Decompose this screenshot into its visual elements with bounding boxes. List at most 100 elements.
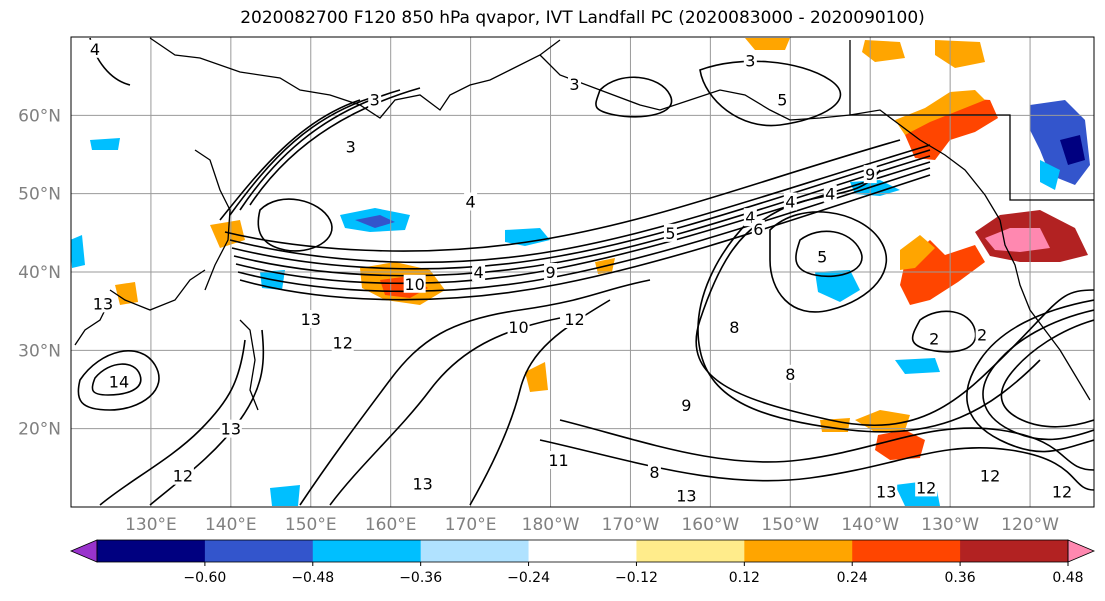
longitude-axis: 130°E 140°E 150°E 160°E 170°E 180°W 170°W 160°W… [125, 515, 1059, 535]
longitude-label: 160°W [681, 515, 739, 535]
colorbar-segment [636, 540, 745, 562]
ivt-contour [595, 76, 673, 118]
ivt-contour [299, 279, 651, 506]
ivt-contour [249, 87, 421, 206]
contour-label: 13 [221, 420, 241, 439]
contour-label-background [88, 39, 102, 58]
colorbar-segment [528, 540, 637, 562]
anomaly-region [1060, 135, 1085, 165]
longitude-label: 140°W [841, 515, 899, 535]
contour-label-background [472, 263, 486, 281]
anomaly-region [895, 90, 985, 135]
contour-label: 9 [681, 396, 691, 415]
colorbar-tick-label: 0.24 [837, 570, 868, 586]
contour-label-background [927, 329, 941, 348]
contour-label-background [331, 333, 354, 352]
colorbar-tick-label: −0.48 [291, 570, 334, 586]
contour-label-background [91, 294, 114, 313]
contour-label-background [107, 372, 130, 391]
contour-label: 5 [817, 247, 827, 266]
contour-label: 3 [370, 91, 380, 110]
contour-label-background [815, 247, 829, 266]
coastlines [74, 37, 1094, 411]
contour-label: 8 [785, 365, 795, 384]
contour-label-background [915, 478, 938, 497]
colorbar-segment [97, 540, 206, 562]
ivt-contour [257, 198, 333, 252]
ivt-contour [699, 60, 842, 127]
contour-label-background [368, 90, 382, 109]
colorbar-segment [744, 540, 853, 562]
longitude-label: 140°E [205, 515, 257, 535]
contour-label: 3 [745, 52, 755, 71]
anomaly-region [900, 235, 935, 270]
contour-label-background [663, 223, 677, 242]
coastline-north-america [999, 219, 1091, 401]
anomaly-region [1030, 100, 1090, 185]
contour-label-background [875, 482, 898, 501]
anomaly-region [875, 430, 925, 460]
colorbar-segment [420, 540, 530, 562]
contour-label: 13 [676, 486, 696, 505]
colorbar-segment [204, 540, 314, 562]
contour-label: 4 [90, 40, 100, 59]
latitude-label: 30°N [18, 341, 61, 361]
anomaly-region [895, 358, 940, 374]
contour-label: 3 [569, 75, 579, 94]
contour-label: 11 [548, 451, 568, 470]
contour-label-background [171, 466, 194, 485]
anomaly-region [745, 38, 790, 50]
contour-label-background [411, 474, 434, 493]
ivt-contour [237, 167, 931, 293]
contour-label: 14 [109, 373, 129, 392]
contour-label-background [219, 419, 242, 438]
contour-label: 4 [466, 193, 476, 212]
colorbar-segment [312, 540, 422, 562]
contour-label-background [743, 51, 757, 70]
ivt-contour [77, 350, 160, 411]
ivt-contour [1000, 319, 1094, 428]
longitude-label: 170°W [602, 515, 660, 535]
contour-label-background [775, 90, 789, 109]
contour-label-background [568, 75, 582, 93]
anomaly-region [525, 362, 548, 392]
longitude-label: 150°W [761, 515, 819, 535]
contour-label: 13 [876, 482, 896, 501]
contour-label: 13 [412, 475, 432, 494]
contour-label-background [299, 310, 322, 328]
contour-label: 4 [785, 193, 795, 212]
ivt-contour [231, 149, 931, 270]
latitude-label: 50°N [18, 185, 61, 205]
contour-label: 3 [346, 138, 356, 157]
contour-label: 12 [173, 467, 193, 486]
colorbar-outline [96, 539, 1069, 563]
anomaly-region [985, 228, 1050, 252]
contour-label-background [344, 137, 358, 156]
contour-label-background [823, 184, 837, 203]
ivt-contour [224, 139, 901, 252]
latitude-label: 40°N [18, 263, 61, 283]
latitude-label: 20°N [18, 420, 61, 440]
contour-label: 13 [301, 310, 321, 329]
coastline-kamchatka [194, 149, 231, 291]
contour-label-background [544, 263, 558, 281]
longitude-label: 130°W [921, 515, 979, 535]
colorbar-tick-label: −0.24 [507, 570, 550, 586]
longitude-label: 150°E [285, 515, 337, 535]
anomaly-region [855, 410, 910, 432]
contour-label: 12 [916, 478, 936, 497]
contour-label-background [751, 219, 765, 238]
contour-label-background [647, 462, 661, 481]
contour-label-background [464, 192, 478, 211]
anomaly-region [935, 40, 985, 68]
colorbar-extend-low [69, 539, 98, 563]
colorbar-tick-label: 0.12 [729, 570, 760, 586]
colorbar-tick-label: 0.36 [945, 570, 976, 586]
contour-label: 2 [929, 330, 939, 349]
contour-label-background [783, 364, 797, 383]
ivt-contour [559, 419, 1094, 471]
anomaly-region [71, 235, 85, 268]
